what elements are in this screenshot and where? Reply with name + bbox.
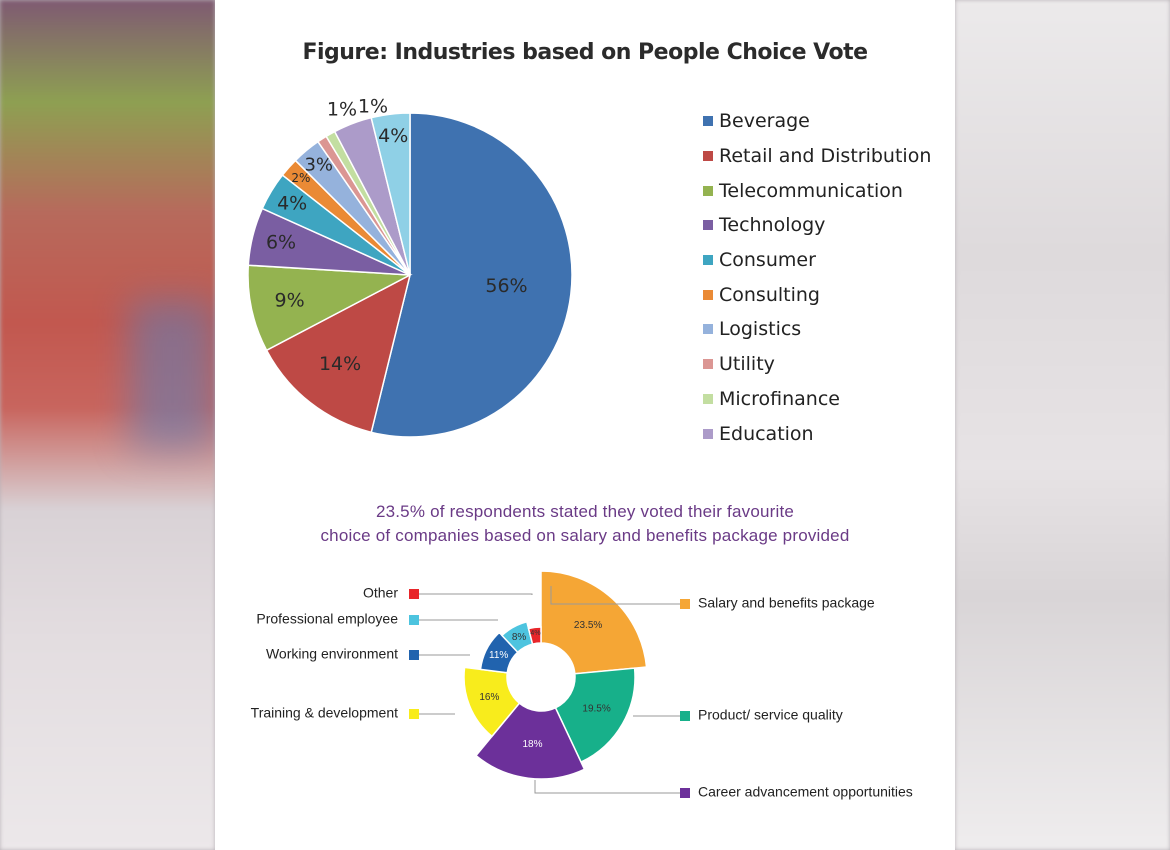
donut-slice-other [527,626,542,645]
legend-item-logistics: Logistics [703,312,931,347]
pie-label-technology: 6% [266,232,296,254]
leader-line [415,593,533,595]
donut-label-working-environment: 11% [489,650,508,661]
legend-swatch [703,428,713,439]
legend-swatch [703,393,713,404]
donut-caption: 23.5% of respondents stated they voted t… [215,500,955,548]
pie-slice-telecommunication [247,264,413,352]
legend-label: Retail and Distribution [719,145,932,168]
infographic-card: Figure: Industries based on People Choic… [215,0,955,850]
pie-label-retail-and-distribution: 14% [319,353,361,375]
legend-swatch [703,185,713,196]
background-left-accent [130,300,215,450]
donut-label-salary-and-benefits-package: 23.5% [574,620,602,631]
pie-label-beverage: 56% [485,275,527,297]
pie-label-utility: 1% [327,99,357,121]
background-right [955,0,1170,850]
donut-legend-swatch [409,709,419,719]
legend-swatch [703,220,713,231]
legend-label: Utility [719,353,775,376]
donut-label-other: 4% [530,630,540,637]
donut-label-product-service-quality: 19.5% [582,703,610,714]
donut-legend-swatch [409,615,419,625]
legend-item-telecommunication: Telecommunication [703,173,931,208]
donut-label-training-development: 16% [479,692,499,703]
legend-label: Consumer [719,249,816,272]
legend-label: Logistics [719,318,802,341]
pie-chart-title: Figure: Industries based on People Choic… [302,40,868,65]
donut-legend-professional-employee: Professional employee [256,611,398,627]
donut-slice-product-service-quality [554,667,636,764]
caption-line-2: choice of companies based on salary and … [320,526,850,545]
legend-swatch [703,116,713,127]
legend-label: Telecommunication [719,179,903,202]
legend-item-consumer: Consumer [703,243,931,278]
donut-legend-swatch [680,599,690,609]
factors-donut: 23.5% 19.5% 18% 16% 11% 8% 4% Salary and benefi… [251,570,913,800]
legend-label: Education [719,422,814,445]
legend-label: Beverage [719,110,810,133]
donut-label-professional-employee: 8% [512,632,527,643]
leader-line [534,780,680,794]
donut-slice-career-advancement-opportunities [474,702,586,780]
legend-label: Microfinance [719,387,840,410]
pie-label-microfinance: 1% [358,96,388,118]
leader-line [550,586,680,605]
donut-legend-swatch [680,788,690,798]
donut-legend-career-advancement-opportunities: Career advancement opportunities [698,784,913,800]
pie-label-consulting: 2% [291,171,310,185]
legend-item-consulting: Consulting [703,277,931,312]
legend-item-beverage: Beverage [703,104,931,139]
donut-legend-product-service-quality: Product/ service quality [698,707,843,723]
pie-slice-beverage [370,112,573,438]
donut-legend-swatch [409,650,419,660]
donut-legend-swatch [409,589,419,599]
industry-pie: 56% 14% 9% 6% 4% 2%3% 1% 1% 4% [247,96,573,438]
legend-item-technology: Technology [703,208,931,243]
legend-swatch [703,151,713,162]
pie-label-consumer: 4% [277,192,307,214]
donut-legend-other: Other [363,585,398,601]
donut-label-career-advancement-opportunities: 18% [522,739,542,750]
charts-canvas: 56% 14% 9% 6% 4% 2%3% 1% 1% 4% 23.5% 19.5% 18% 16% 11… [247,96,913,800]
donut-slice-training-development [463,666,521,738]
donut-legend-training-development: Training & development [251,705,398,721]
pie-slice-extra [370,112,411,276]
legend-swatch [703,289,713,300]
pie-legend: Beverage Retail and Distribution Telecommu… [703,104,931,451]
legend-item-education: Education [703,416,931,451]
legend-item-microfinance: Microfinance [703,382,931,417]
legend-swatch [703,324,713,335]
pie-label-logistics: 3% [304,154,333,175]
legend-item-retail-and-distribution: Retail and Distribution [703,139,931,174]
donut-legend-swatch [680,711,690,721]
caption-line-1: 23.5% of respondents stated they voted t… [375,502,795,521]
pie-label-telecommunication: 9% [275,289,305,311]
pie-label-extra: 4% [378,125,408,147]
legend-item-utility: Utility [703,347,931,382]
legend-label: Consulting [719,283,820,306]
legend-label: Technology [719,214,826,237]
donut-legend-salary-and-benefits-package: Salary and benefits package [698,595,875,611]
pie-slice-retail-and-distribution [265,273,412,434]
legend-swatch [703,255,713,266]
donut-legend-working-environment: Working environment [266,646,398,662]
legend-swatch [703,359,713,370]
donut-slice-salary-and-benefits-package [540,570,648,675]
